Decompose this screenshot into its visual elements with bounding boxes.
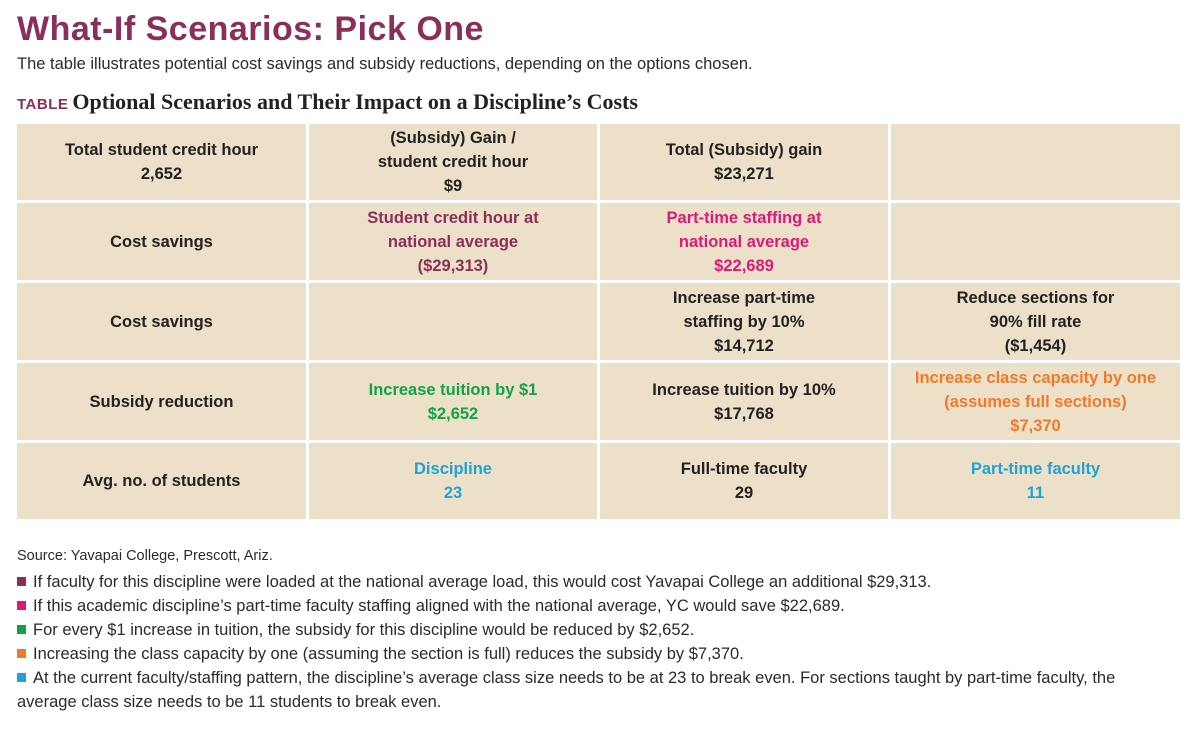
cell-text: $7,370 <box>1010 416 1061 435</box>
table-cell: Total (Subsidy) gain $23,271 <box>600 124 888 200</box>
cell-text: staffing by 10% <box>683 312 805 331</box>
color-key-square-icon <box>17 601 26 610</box>
cell-text: $17,768 <box>714 404 774 423</box>
cell-text: Student credit hour at <box>367 208 539 227</box>
footnote-item: For every $1 increase in tuition, the su… <box>17 618 1167 642</box>
table-cell <box>891 124 1180 200</box>
cell-text: Increase part-time <box>672 288 816 307</box>
footnote-item: Increasing the class capacity by one (as… <box>17 642 1167 666</box>
page-title: What-If Scenarios: Pick One <box>17 10 484 48</box>
cell-text: student credit hour <box>377 153 529 171</box>
cell-text: Total (Subsidy) gain <box>665 141 823 159</box>
table-title: Optional Scenarios and Their Impact on a… <box>72 89 638 114</box>
cell-text: Increase tuition by $1 <box>368 380 538 399</box>
cell-text: Cost savings <box>110 232 213 251</box>
scenario-table: Total student credit hour 2,652 (Subsidy) … <box>17 124 1180 535</box>
cell-text: Part-time staffing at <box>666 208 822 227</box>
table-cell: Reduce sections for 90% fill rate ($1,454) <box>891 283 1180 360</box>
cell-text: Full-time faculty <box>680 460 808 478</box>
cell-text: Reduce sections for <box>956 288 1115 307</box>
table-cell: Increase part-time staffing by 10% $14,712 <box>600 283 888 360</box>
cell-text: national average <box>387 232 519 251</box>
cell-text: Discipline <box>414 460 492 478</box>
table-cell: Part-time faculty 11 <box>891 443 1180 519</box>
table-cell: Cost savings <box>17 203 306 280</box>
cell-text: Total student credit hour <box>64 141 259 159</box>
table-cell: Discipline 23 <box>309 443 597 519</box>
footnote-text: At the current faculty/staffing pattern,… <box>17 669 1116 711</box>
cell-text: $14,712 <box>714 336 774 355</box>
cell-text: national average <box>678 232 810 251</box>
footnote-text: If this academic discipline’s part-time … <box>33 597 845 615</box>
cell-text: ($29,313) <box>417 256 489 275</box>
table-caption: TABLE Optional Scenarios and Their Impact… <box>17 89 638 115</box>
table-cell: Total student credit hour 2,652 <box>17 124 306 200</box>
table-cell: Student credit hour at national average ($… <box>309 203 597 280</box>
table-cell: Avg. no. of students <box>17 443 306 519</box>
footnote-text: Increasing the class capacity by one (as… <box>33 645 744 663</box>
cell-text: 29 <box>734 484 754 502</box>
color-key-square-icon <box>17 625 26 634</box>
table-cell <box>309 283 597 360</box>
table-cell: Part-time staffing at national average $22… <box>600 203 888 280</box>
table-cell: (Subsidy) Gain / student credit hour $9 <box>309 124 597 200</box>
cell-text: Avg. no. of students <box>82 472 241 490</box>
footnote-item: If this academic discipline’s part-time … <box>17 594 1167 618</box>
table-cell: Increase tuition by 10% $17,768 <box>600 363 888 440</box>
cell-text: $9 <box>443 177 463 195</box>
cell-text: 2,652 <box>140 165 183 183</box>
table-cell <box>891 203 1180 280</box>
cell-text: 90% fill rate <box>989 312 1082 331</box>
color-key-square-icon <box>17 673 26 682</box>
cell-text: Cost savings <box>110 312 213 331</box>
page-subtitle: The table illustrates potential cost sav… <box>17 55 753 73</box>
cell-text: (Subsidy) Gain / <box>390 129 516 147</box>
footnotes: If faculty for this discipline were load… <box>17 570 1167 714</box>
table-tag: TABLE <box>17 96 69 113</box>
cell-text: ($1,454) <box>1004 336 1067 355</box>
cell-text: $2,652 <box>427 404 479 423</box>
footnote-text: If faculty for this discipline were load… <box>33 573 932 591</box>
cell-text: (assumes full sections) <box>944 392 1127 411</box>
cell-text: Increase tuition by 10% <box>652 380 836 399</box>
cell-text: Increase class capacity by one <box>914 368 1157 387</box>
table-cell: Subsidy reduction <box>17 363 306 440</box>
footnote-item: At the current faculty/staffing pattern,… <box>17 666 1167 714</box>
cell-text: 23 <box>443 484 463 502</box>
footnote-item: If faculty for this discipline were load… <box>17 570 1167 594</box>
cell-text: Subsidy reduction <box>89 392 234 411</box>
table-cell: Full-time faculty 29 <box>600 443 888 519</box>
table-cell: Increase class capacity by one (assumes f… <box>891 363 1180 440</box>
cell-text: Part-time faculty <box>970 460 1101 478</box>
source-note: Source: Yavapai College, Prescott, Ariz. <box>17 548 273 564</box>
footnote-text: For every $1 increase in tuition, the su… <box>33 621 695 639</box>
color-key-square-icon <box>17 649 26 658</box>
cell-text: $22,689 <box>714 256 774 275</box>
cell-text: $23,271 <box>714 165 774 183</box>
color-key-square-icon <box>17 577 26 586</box>
cell-text: 11 <box>1026 484 1045 502</box>
table-cell: Increase tuition by $1 $2,652 <box>309 363 597 440</box>
table-cell: Cost savings <box>17 283 306 360</box>
